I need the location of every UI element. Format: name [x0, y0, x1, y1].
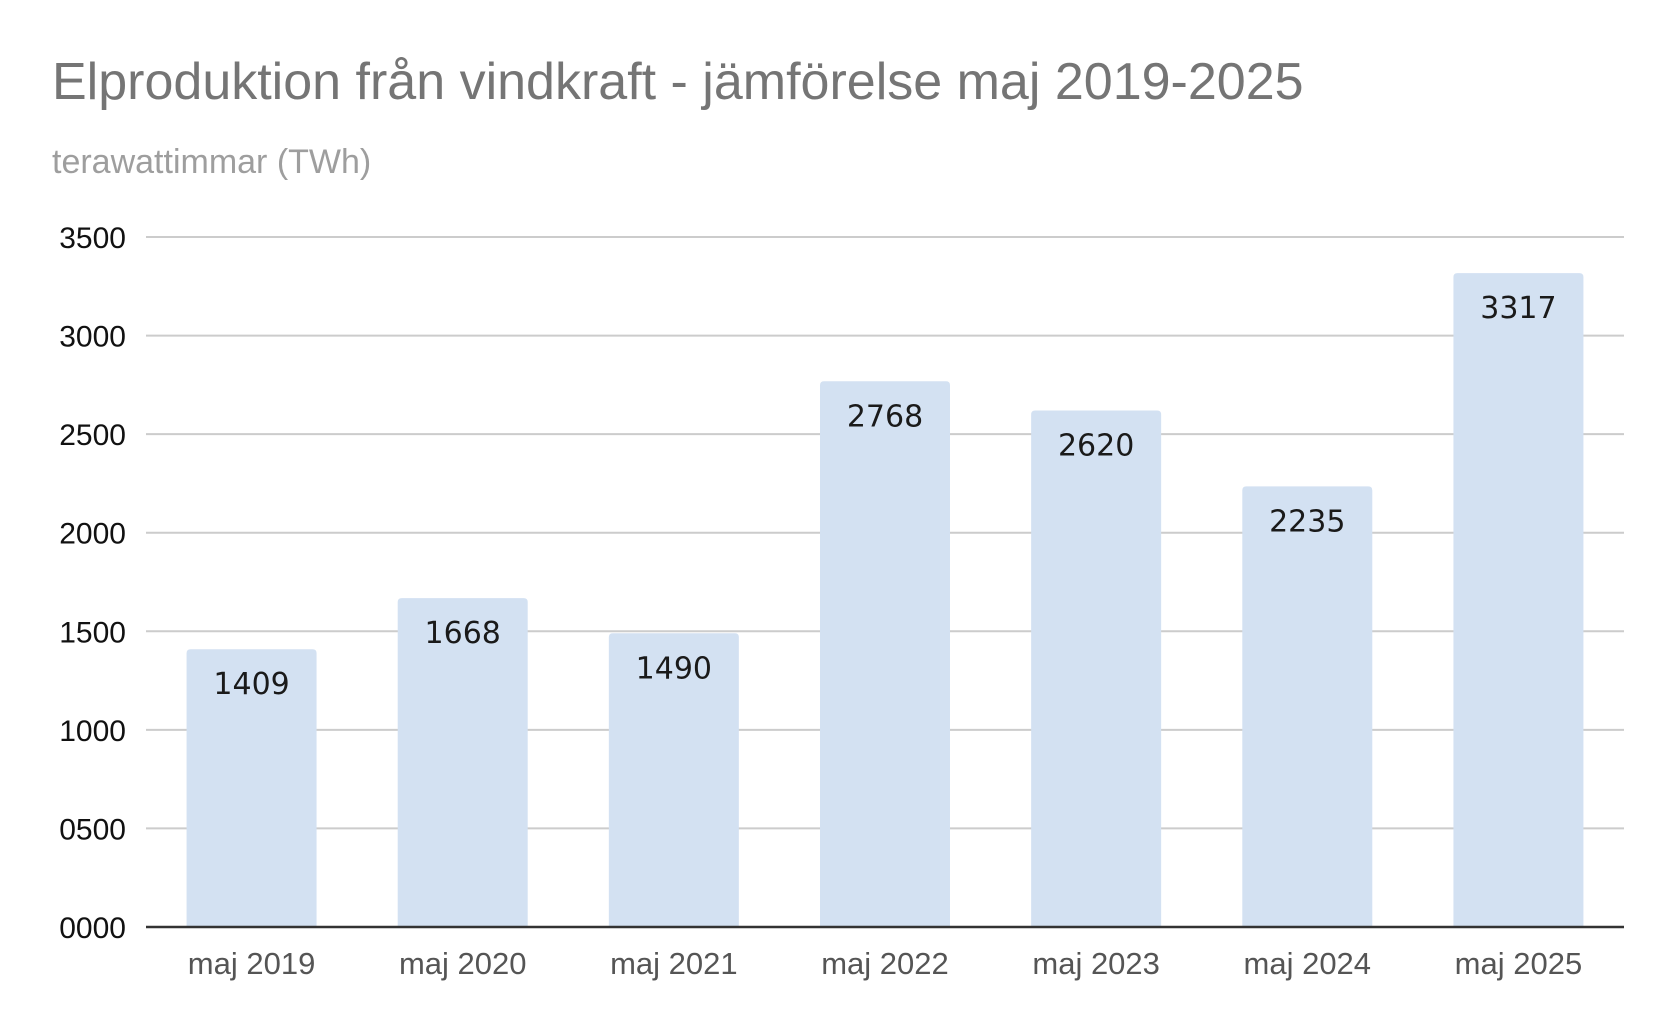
x-tick-label: maj 2025 — [1455, 946, 1583, 981]
bar — [608, 633, 739, 927]
y-tick-label: 3000 — [59, 321, 126, 354]
bar — [397, 598, 528, 927]
data-label: 1490 — [636, 651, 712, 686]
x-tick-label: maj 2021 — [610, 946, 738, 981]
x-tick-label: maj 2024 — [1244, 946, 1372, 981]
chart-title: Elproduktion från vindkraft - jämförelse… — [52, 53, 1304, 111]
y-tick-label: 1000 — [59, 715, 126, 748]
bar — [1453, 273, 1584, 927]
y-tick-label: 2500 — [59, 419, 126, 452]
bar — [820, 381, 950, 927]
y-tick-label: 1500 — [59, 616, 126, 649]
y-tick-label: 0000 — [59, 912, 126, 945]
bar — [186, 649, 317, 927]
y-tick-label: 2000 — [59, 518, 126, 551]
data-label: 1668 — [425, 616, 501, 651]
data-label: 3317 — [1480, 291, 1556, 326]
bar — [1242, 486, 1373, 927]
bar — [1031, 410, 1162, 927]
data-label: 2620 — [1058, 428, 1134, 463]
data-label: 2768 — [847, 399, 923, 434]
x-tick-label: maj 2023 — [1032, 946, 1160, 981]
data-label: 2235 — [1269, 504, 1345, 539]
x-tick-label: maj 2019 — [188, 946, 316, 981]
data-label: 1409 — [213, 667, 289, 702]
y-tick-label: 3500 — [59, 222, 126, 255]
x-tick-label: maj 2020 — [399, 946, 527, 981]
x-tick-label: maj 2022 — [821, 946, 949, 981]
y-tick-label: 0500 — [59, 813, 126, 846]
chart-subtitle: terawattimmar (TWh) — [52, 143, 372, 181]
